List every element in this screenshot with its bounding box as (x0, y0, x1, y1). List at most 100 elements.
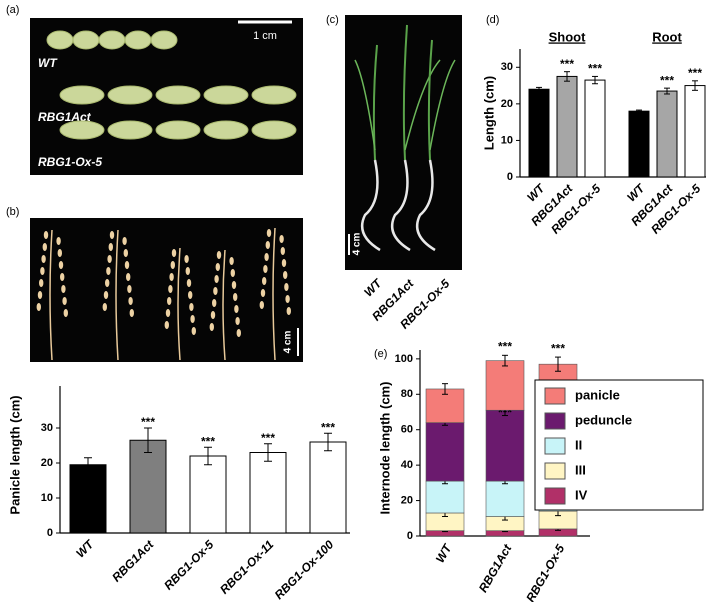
grain (186, 279, 192, 287)
scale-label: 1 cm (253, 30, 277, 42)
grain (126, 273, 131, 281)
seed (72, 30, 100, 50)
legend-swatch (544, 437, 566, 455)
grain (170, 261, 175, 269)
grain (43, 231, 49, 239)
y-tick-label: 20 (501, 98, 513, 110)
legend-swatch (544, 412, 566, 430)
grain (229, 257, 234, 265)
x-tick-label: RBG1Act (109, 537, 157, 585)
seed (46, 30, 74, 50)
x-tick-label: RBG1-Ox-100 (272, 537, 337, 602)
legend-swatch (544, 487, 566, 505)
bar-segment (485, 360, 525, 411)
y-tick-label: 10 (501, 134, 513, 146)
grain (63, 309, 68, 317)
root (360, 159, 381, 252)
bar (584, 79, 606, 178)
grain (191, 327, 196, 335)
x-tick-label: RBG1-Ox-5 (523, 542, 567, 602)
panel-label: (e) (374, 348, 387, 360)
bar (628, 110, 650, 178)
grain (266, 229, 272, 237)
bar (684, 85, 706, 178)
grain (236, 329, 241, 337)
bar (249, 452, 287, 534)
grain (107, 255, 112, 263)
bar (656, 90, 678, 178)
y-tick-label: 0 (407, 530, 413, 542)
leaf (427, 39, 433, 161)
grain (209, 323, 214, 331)
significance: *** (141, 415, 155, 429)
bar (556, 75, 578, 178)
leaf (354, 59, 376, 151)
grain (215, 263, 220, 271)
y-tick-label: 0 (47, 527, 53, 539)
grain (283, 271, 288, 279)
y-tick-label: 60 (401, 424, 413, 436)
bar-segment (485, 480, 525, 517)
grain (212, 299, 217, 307)
significance: *** (261, 431, 275, 445)
grain (62, 297, 67, 305)
panicle-stem (115, 229, 119, 361)
grain (213, 287, 218, 295)
seed (203, 85, 249, 105)
x-tick-label: WT (73, 536, 97, 560)
seed (150, 30, 178, 50)
bar (528, 88, 550, 178)
panel-label: (c) (326, 14, 339, 26)
grain (169, 273, 174, 281)
bar-segment (425, 480, 465, 514)
y-axis-label: Panicle length (cm) (7, 395, 22, 514)
grain (260, 289, 266, 297)
grain (37, 291, 43, 299)
bar (309, 441, 347, 534)
x-tick-label: RBG1-Ox-5 (161, 537, 216, 592)
significance: *** (321, 420, 335, 434)
bar (189, 455, 227, 534)
grain (57, 249, 62, 257)
grain (129, 309, 134, 317)
significance: *** (588, 62, 602, 76)
grain (190, 315, 195, 323)
grain (216, 251, 222, 259)
significance: *** (688, 66, 702, 80)
bar-segment (485, 409, 525, 482)
grain (60, 273, 65, 281)
grain (233, 293, 238, 301)
grain (108, 243, 114, 251)
y-tick-label: 40 (401, 459, 413, 471)
y-axis-label: Internode length (cm) (377, 382, 392, 515)
panel-label: (a) (6, 4, 19, 16)
x-tick-label: RBG1Act (476, 541, 515, 594)
grain (210, 311, 216, 319)
seed (155, 120, 201, 140)
significance: *** (201, 434, 215, 448)
grain (41, 255, 46, 263)
y-tick-label: 10 (41, 492, 53, 504)
grain (164, 321, 169, 329)
significance: *** (560, 57, 574, 71)
seed (107, 120, 153, 140)
legend-label: peduncle (575, 412, 632, 427)
seed (59, 120, 105, 140)
legend-label: IV (575, 487, 588, 502)
leaf (402, 24, 408, 161)
seed (107, 85, 153, 105)
scale-label: 4 cm (352, 232, 363, 255)
seed (98, 30, 126, 50)
grain (262, 277, 267, 285)
panicle-stem (177, 247, 181, 361)
y-tick-label: 80 (401, 388, 413, 400)
grain (36, 303, 41, 311)
grain (102, 303, 108, 311)
bar (69, 464, 107, 534)
grain (284, 283, 289, 291)
legend-label: panicle (575, 387, 620, 402)
grain (230, 269, 235, 277)
grain (167, 297, 172, 305)
grain (127, 285, 132, 293)
